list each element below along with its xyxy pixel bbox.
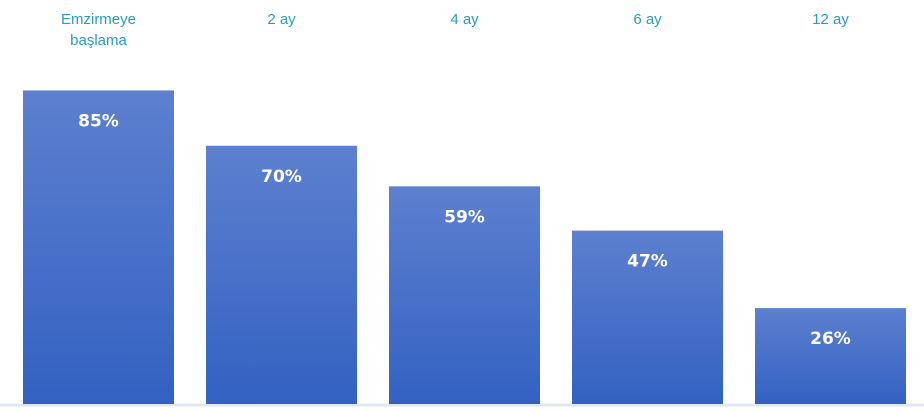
bar-2 <box>389 186 540 404</box>
bar-value-label-1: 70% <box>261 167 302 187</box>
bar-4 <box>755 308 906 404</box>
bar-1 <box>206 145 357 404</box>
bar-value-label-2: 59% <box>444 207 485 227</box>
category-label-1: 2 ay <box>267 11 296 28</box>
bar-3 <box>572 230 723 404</box>
bar-0 <box>23 90 174 404</box>
category-label-0: Emzirmeye başlama <box>61 11 136 49</box>
bar-value-label-3: 47% <box>627 252 668 272</box>
bar-value-label-0: 85% <box>78 111 119 131</box>
category-label-4: 12 ay <box>812 11 849 28</box>
bar-value-label-4: 26% <box>810 329 851 349</box>
category-label-2: 4 ay <box>450 11 479 28</box>
category-label-3: 6 ay <box>633 11 662 28</box>
